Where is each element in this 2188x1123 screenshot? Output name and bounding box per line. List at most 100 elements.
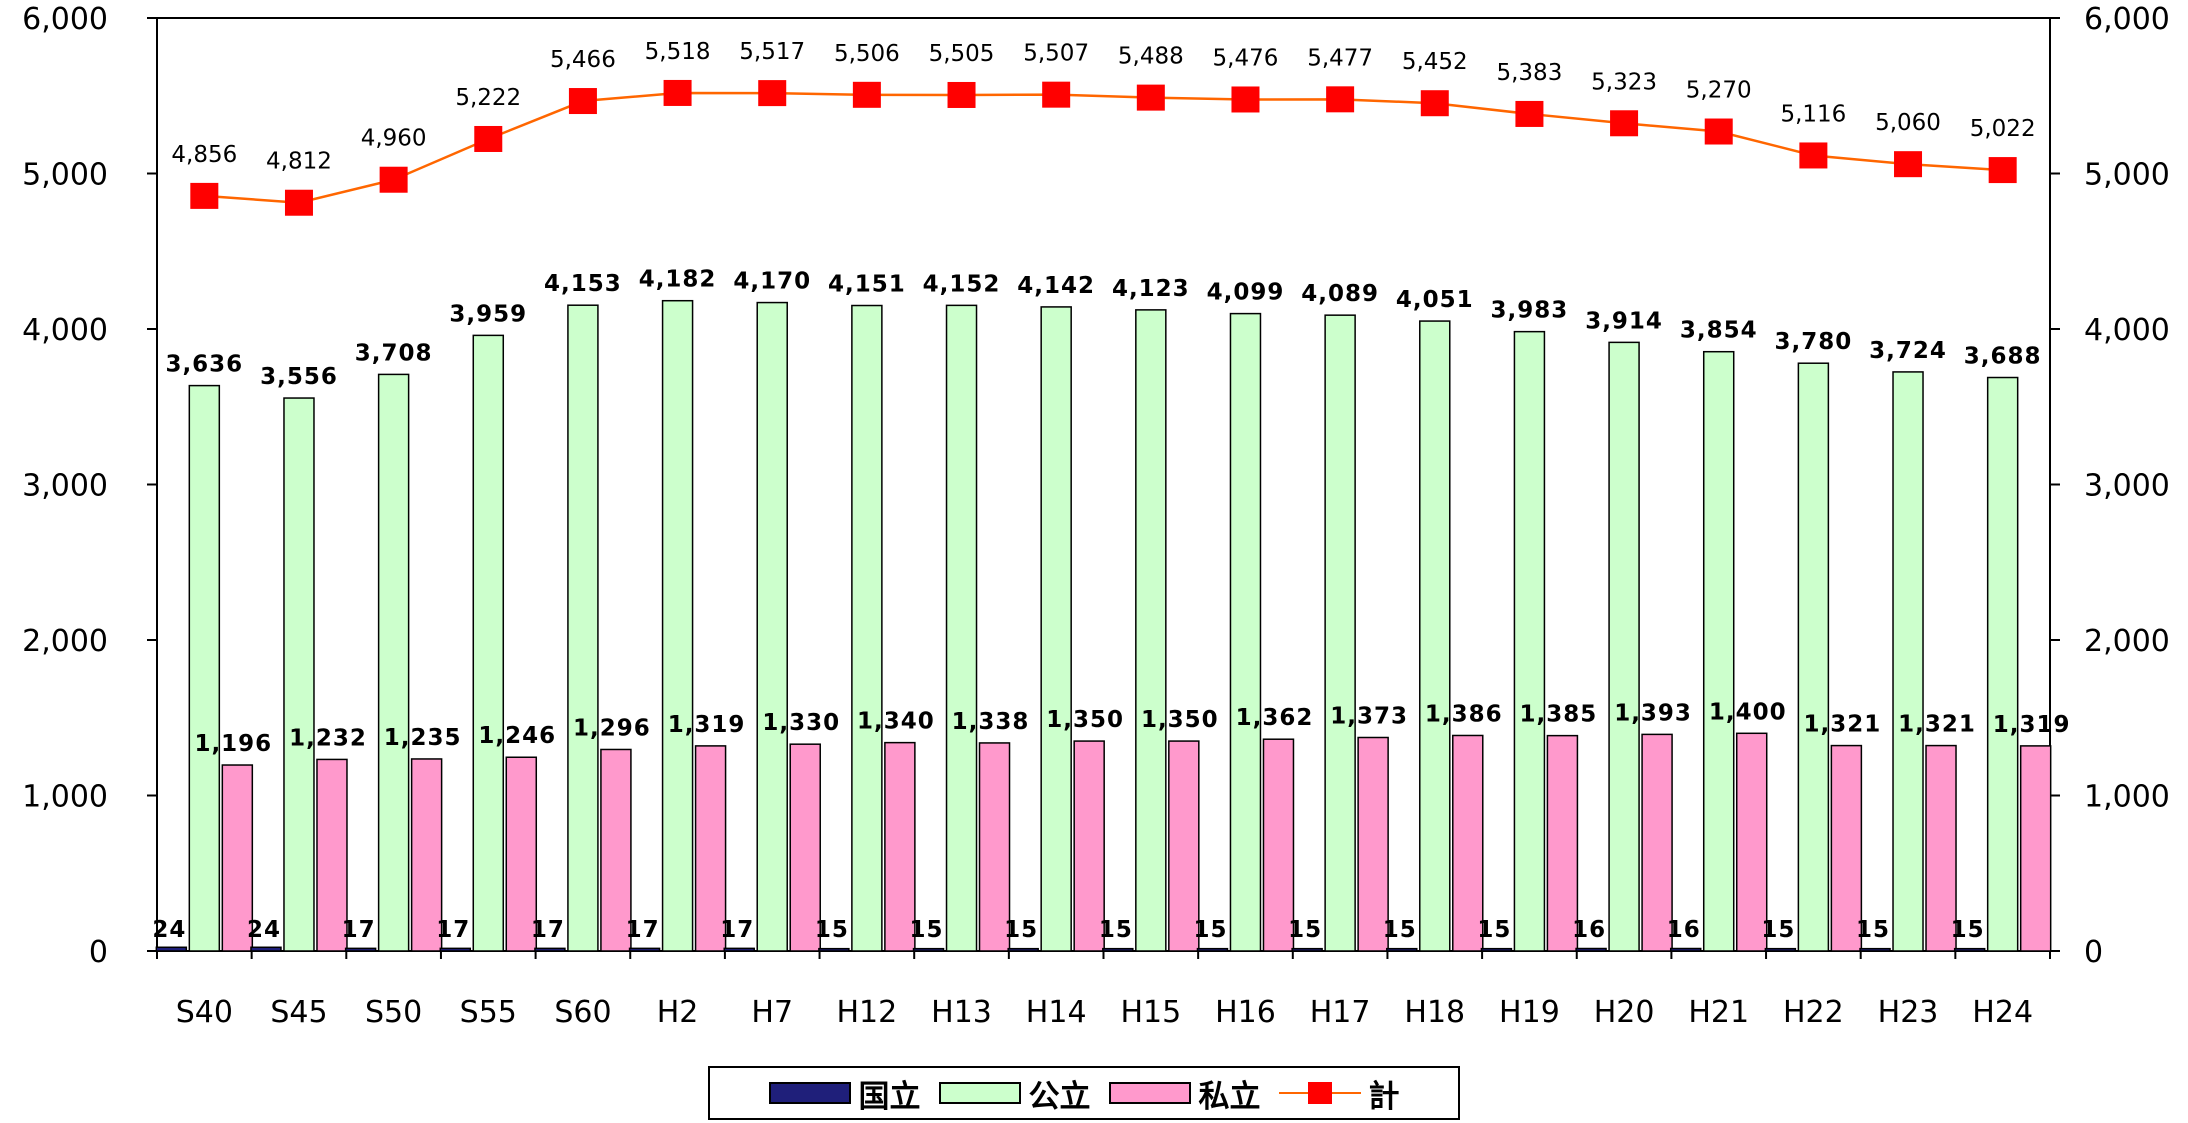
y-tick-label-right: 2,000 <box>2084 624 2170 659</box>
legend-label-private: 私立 <box>1198 1078 1261 1115</box>
bar-private <box>1830 744 1863 952</box>
point-total <box>1610 110 1639 137</box>
bar-label-public: 3,708 <box>355 340 433 366</box>
point-label-total: 5,116 <box>1780 101 1846 127</box>
bar-private <box>1925 744 1957 952</box>
point-total <box>474 125 503 152</box>
bar-label-national: 15 <box>910 917 944 943</box>
bar-label-national: 15 <box>1193 917 1227 943</box>
bar-label-private: 1,330 <box>762 710 840 736</box>
x-category-label: H15 <box>1120 995 1181 1030</box>
bar-label-private: 1,385 <box>1520 702 1598 728</box>
bar-national <box>534 947 566 952</box>
bar-national <box>344 947 377 952</box>
bar-public <box>945 304 978 952</box>
bar-label-private: 1,296 <box>573 715 651 741</box>
bar-label-private: 1,196 <box>194 731 272 757</box>
x-category-label: H24 <box>1972 995 2033 1030</box>
bar-label-public: 3,780 <box>1774 329 1852 355</box>
bar-national <box>1007 947 1039 952</box>
bar-label-private: 1,235 <box>384 725 462 751</box>
bar-national <box>1196 947 1229 952</box>
point-total <box>1988 157 2017 184</box>
bar-label-public: 4,142 <box>1017 273 1095 299</box>
bar-private <box>978 742 1011 952</box>
bar-label-national: 15 <box>1951 917 1985 943</box>
x-category-label: H16 <box>1215 995 1276 1030</box>
bar-label-public: 3,983 <box>1491 298 1569 324</box>
bar-label-public: 3,914 <box>1585 308 1663 334</box>
bar-private <box>1546 734 1579 952</box>
bar-label-private: 1,373 <box>1330 703 1408 729</box>
bar-label-private: 1,386 <box>1425 701 1503 727</box>
bar-label-public: 4,170 <box>733 269 811 295</box>
bar-label-national: 15 <box>1477 917 1511 943</box>
bar-public <box>661 299 694 952</box>
bar-private <box>600 748 632 952</box>
y-tick-label-right: 4,000 <box>2084 313 2170 348</box>
bar-label-public: 4,089 <box>1301 281 1379 307</box>
bar-public <box>1608 341 1640 952</box>
bar-label-national: 17 <box>720 917 754 943</box>
point-total <box>1894 151 1923 178</box>
bar-national <box>1386 947 1418 952</box>
legend-swatch-private <box>1108 1082 1191 1104</box>
x-category-label: H13 <box>931 995 992 1030</box>
bar-label-national: 17 <box>531 917 565 943</box>
bar-label-private: 1,338 <box>952 709 1030 735</box>
y-tick-label-right: 6,000 <box>2084 2 2170 37</box>
y-tick-label-left: 3,000 <box>22 469 108 504</box>
y-tick-label-right: 3,000 <box>2084 469 2170 504</box>
bar-label-national: 15 <box>1856 917 1890 943</box>
bar-label-national: 24 <box>247 917 281 943</box>
bar-label-public: 3,854 <box>1680 318 1758 344</box>
bar-label-private: 1,232 <box>289 725 367 751</box>
bar-label-public: 4,099 <box>1207 280 1285 306</box>
point-total <box>1799 142 1828 169</box>
bar-public <box>1986 376 2019 952</box>
bar-private <box>1452 734 1484 952</box>
legend-label-national: 国立 <box>858 1078 921 1115</box>
bar-private <box>1735 732 1768 952</box>
legend-label-total: 計 <box>1368 1078 1400 1115</box>
point-label-total: 4,812 <box>266 149 332 175</box>
bar-public <box>1040 306 1072 952</box>
point-label-total: 5,507 <box>1023 41 1089 67</box>
point-label-total: 5,517 <box>739 39 805 65</box>
x-category-label: H23 <box>1878 995 1939 1030</box>
bar-public <box>1324 314 1356 952</box>
bar-label-national: 16 <box>1572 917 1606 943</box>
point-label-total: 5,022 <box>1970 116 2036 142</box>
x-category-label: H14 <box>1026 995 1087 1030</box>
bar-national <box>155 946 188 952</box>
legend-item-national: 国立 <box>768 1071 921 1116</box>
point-label-total: 5,452 <box>1402 49 1468 75</box>
bar-public <box>472 334 505 952</box>
bar-label-national: 24 <box>152 917 186 943</box>
x-category-label: H21 <box>1688 995 1749 1030</box>
y-tick-label-right: 1,000 <box>2084 780 2170 815</box>
point-total <box>1515 100 1544 127</box>
bar-label-private: 1,400 <box>1709 699 1787 725</box>
bar-public <box>188 384 221 952</box>
bar-public <box>377 373 410 952</box>
bar-private <box>2019 745 2052 952</box>
legend-item-private: 私立 <box>1108 1071 1261 1116</box>
bar-label-national: 16 <box>1667 917 1701 943</box>
bar-label-national: 15 <box>1288 917 1322 943</box>
x-category-label: H7 <box>751 995 793 1030</box>
bar-label-private: 1,350 <box>1046 707 1124 733</box>
point-label-total: 5,222 <box>455 85 521 111</box>
bar-public <box>756 301 788 952</box>
bar-label-public: 4,182 <box>639 267 717 293</box>
point-total <box>1042 81 1071 108</box>
bar-public <box>851 304 883 952</box>
x-category-label: S45 <box>270 995 327 1030</box>
y-tick-label-left: 5,000 <box>22 158 108 193</box>
bar-label-public: 3,556 <box>260 364 338 390</box>
x-category-label: S40 <box>176 995 233 1030</box>
x-category-label: H18 <box>1404 995 1465 1030</box>
x-category-label: H2 <box>657 995 699 1030</box>
x-category-label: S50 <box>365 995 422 1030</box>
bar-private <box>1641 733 1673 952</box>
